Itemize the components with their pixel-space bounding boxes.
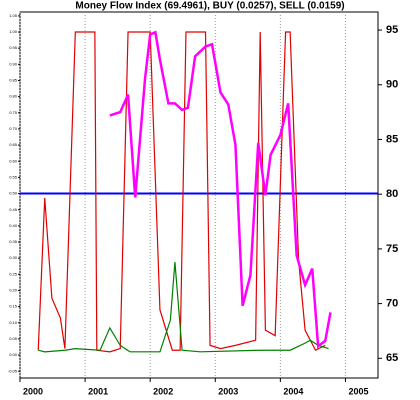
y-tick-label: 0.75	[9, 110, 18, 115]
series-line	[109, 30, 332, 349]
y2-tick-label: 95	[386, 24, 398, 36]
y-tick-label: 0.60	[9, 158, 18, 163]
y2-tick-label: 90	[386, 79, 398, 91]
y-tick-label: 0.80	[9, 94, 18, 99]
y-tick-label: 0.20	[9, 288, 18, 293]
y-tick-label: 0.05	[9, 336, 18, 341]
y-tick-label: 0.35	[9, 239, 18, 244]
series-line	[38, 261, 329, 353]
y-tick-label: 0.90	[9, 61, 18, 66]
x-tick-label: 2003	[218, 386, 238, 396]
x-tick-label: 2001	[88, 386, 108, 396]
y-tick-label: 0.50	[9, 191, 18, 196]
x-tick-label: 2002	[153, 386, 173, 396]
chart-title: Money Flow Index (69.4961), BUY (0.0257)…	[75, 1, 344, 12]
y-tick-label: 0.00	[9, 352, 18, 357]
y-tick-label: 0.65	[9, 142, 18, 147]
y-tick-label: 0.25	[9, 271, 18, 276]
y2-tick-label: 85	[386, 133, 398, 145]
y-tick-label: 0.95	[9, 45, 18, 50]
y-tick-label: -0.05	[8, 368, 18, 373]
y2-tick-label: 75	[386, 243, 398, 255]
x-tick-label: 2000	[23, 386, 43, 396]
y-tick-label: 1.00	[9, 29, 18, 34]
y-tick-label: 0.55	[9, 174, 18, 179]
y-tick-label: 0.15	[9, 304, 18, 309]
y-tick-label: 0.45	[9, 207, 18, 212]
y2-tick-label: 80	[386, 188, 398, 200]
y-tick-label: 0.40	[9, 223, 18, 228]
y-tick-label: 0.10	[9, 320, 18, 325]
x-tick-label: 2004	[283, 386, 303, 396]
plot-frame	[19, 11, 379, 379]
y-tick-label: 1.05	[9, 13, 18, 18]
x-tick-label: 2005	[348, 386, 368, 396]
y-tick-label: 0.30	[9, 255, 18, 260]
y-tick-label: 0.70	[9, 126, 18, 131]
y-tick-label: 0.85	[9, 78, 18, 83]
y2-tick-label: 65	[386, 352, 398, 364]
series-line	[37, 31, 326, 353]
y2-tick-label: 70	[386, 298, 398, 310]
